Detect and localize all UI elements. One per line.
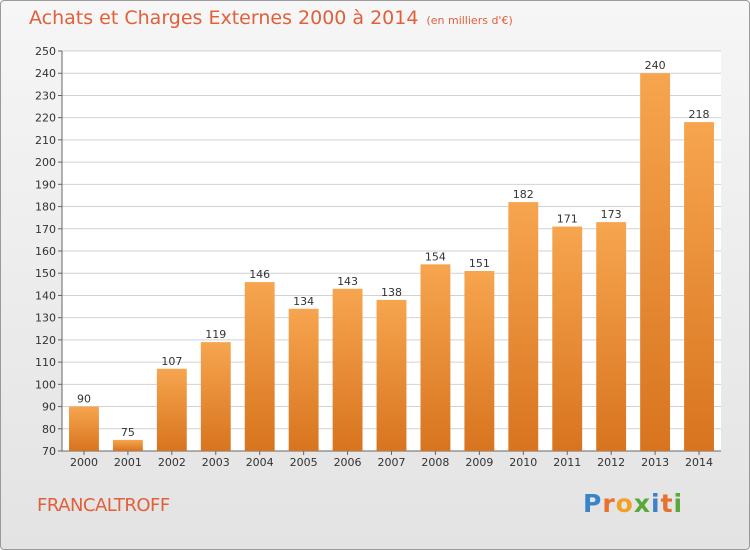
bar [332,288,363,451]
data-label: 90 [77,393,91,406]
data-label: 119 [205,328,226,341]
bar [69,406,99,451]
proxiti-logo: Proxiti [583,489,683,518]
data-label: 151 [469,257,490,270]
x-tick-label: 2002 [158,456,186,469]
x-tick-label: 2008 [421,456,449,469]
chart-unit: (en milliers d'€) [426,14,513,27]
bar [156,368,187,451]
bar [596,222,627,451]
logo-letter: o [615,489,634,518]
data-label: 182 [513,188,534,201]
y-tick-label: 120 [35,334,56,347]
y-tick-label: 250 [35,45,56,58]
x-tick-label: 2013 [641,456,669,469]
y-tick-label: 160 [35,245,56,258]
y-tick-label: 140 [35,289,56,302]
y-tick-label: 110 [35,356,56,369]
logo-letter: x [633,489,651,518]
bar [464,271,495,451]
x-tick-label: 2006 [334,456,362,469]
data-label: 154 [425,250,446,263]
chart-title: Achats et Charges Externes 2000 à 2014 [29,7,419,29]
x-tick-label: 2009 [465,456,493,469]
logo-letter: i [651,489,661,518]
data-label: 218 [689,108,710,121]
x-tick-label: 2014 [685,456,713,469]
data-label: 143 [337,275,358,288]
bar [420,264,451,451]
y-tick-label: 180 [35,201,56,214]
logo-letter: r [602,489,616,518]
x-tick-label: 2000 [70,456,98,469]
data-label: 171 [557,213,578,226]
y-tick-label: 100 [35,378,56,391]
x-tick-label: 2004 [246,456,274,469]
y-tick-label: 210 [35,134,56,147]
x-tick-label: 2003 [202,456,230,469]
title-row: Achats et Charges Externes 2000 à 2014 (e… [29,7,513,29]
x-tick-label: 2007 [378,456,406,469]
x-tick-label: 2012 [597,456,625,469]
data-label: 138 [381,286,402,299]
bar [552,226,583,451]
data-label: 173 [601,208,622,221]
x-tick-label: 2005 [290,456,318,469]
y-tick-label: 220 [35,112,56,125]
y-tick-label: 130 [35,312,56,325]
logo-letter: P [583,489,603,518]
y-tick-label: 70 [42,445,56,458]
y-tick-label: 190 [35,178,56,191]
y-tick-label: 170 [35,223,56,236]
x-tick-label: 2010 [509,456,537,469]
data-label: 240 [645,59,666,72]
data-label: 75 [121,426,135,439]
bar [640,73,671,451]
y-tick-label: 240 [35,67,56,80]
x-tick-label: 2011 [553,456,581,469]
data-label: 146 [249,268,270,281]
logo-letter: t [660,489,674,518]
data-label: 107 [161,355,182,368]
y-tick-label: 80 [42,423,56,436]
bar [508,202,539,451]
bar [376,299,407,451]
data-label: 134 [293,295,314,308]
bar [684,122,714,451]
bar [244,282,275,451]
y-tick-label: 230 [35,89,56,102]
bar [200,342,231,451]
bar [288,308,319,451]
y-tick-label: 150 [35,267,56,280]
place-name: FRANCALTROFF [37,495,170,516]
y-tick-label: 200 [35,156,56,169]
bar [112,439,143,451]
y-tick-label: 90 [42,401,56,414]
x-tick-label: 2001 [114,456,142,469]
logo-letter: i [673,489,684,518]
